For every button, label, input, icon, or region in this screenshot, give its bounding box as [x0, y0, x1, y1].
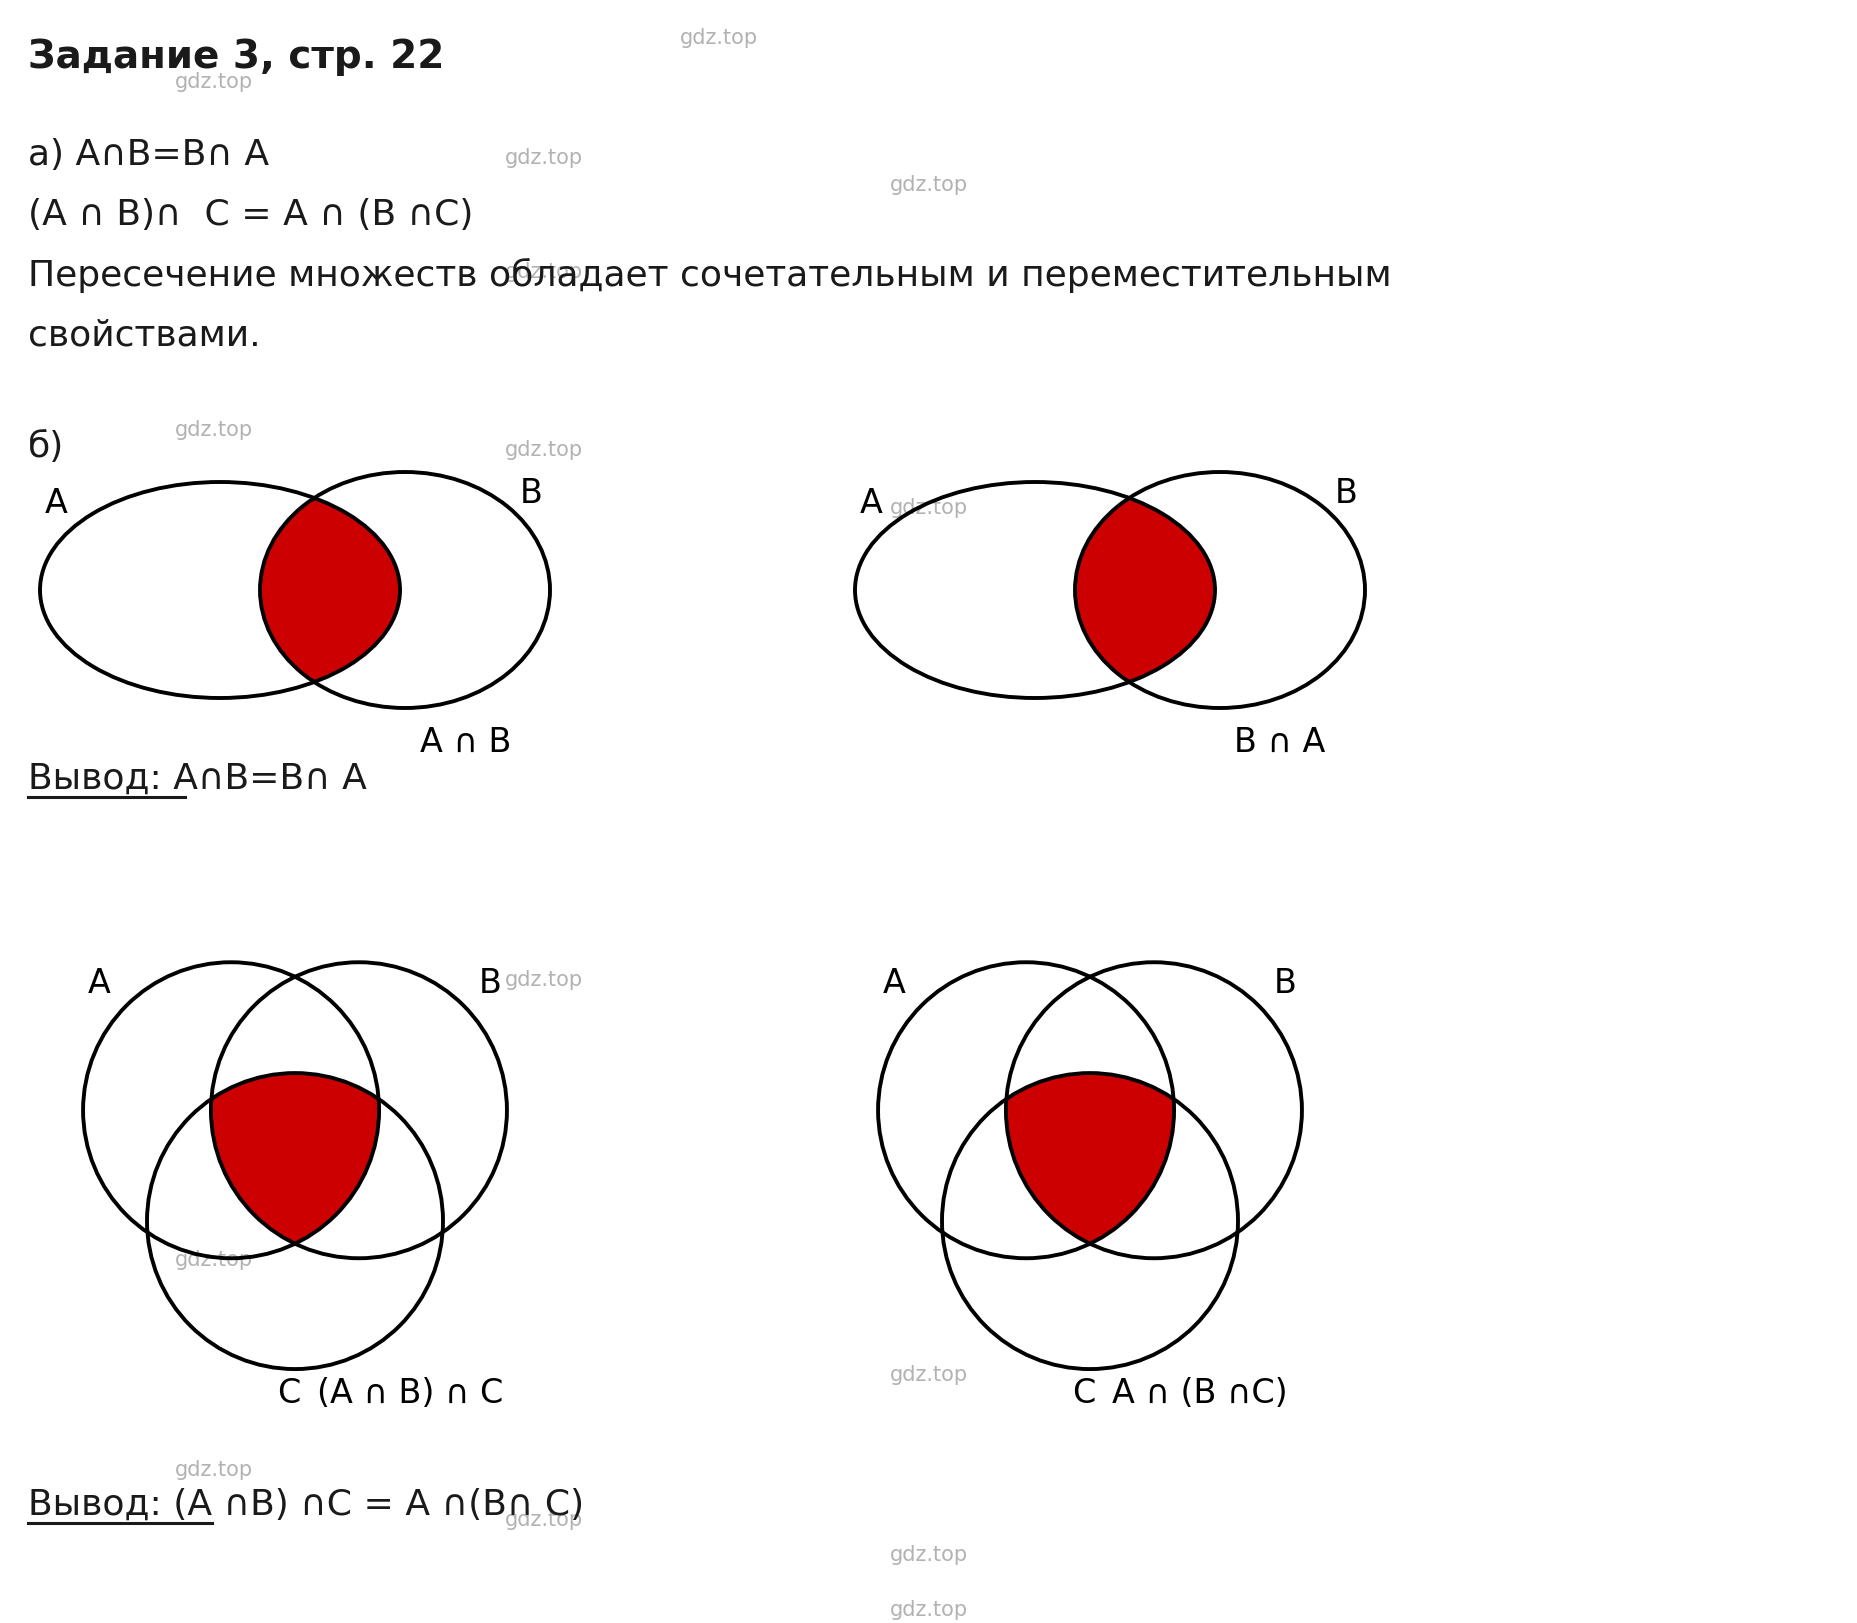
Text: (A ∩ B)∩  C = A ∩ (B ∩C): (A ∩ B)∩ C = A ∩ (B ∩C)	[28, 198, 474, 232]
Text: gdz.top: gdz.top	[505, 440, 583, 459]
Circle shape	[878, 962, 1174, 1258]
Text: A: A	[860, 487, 882, 519]
Polygon shape	[1075, 498, 1214, 682]
Ellipse shape	[1075, 472, 1365, 708]
Text: gdz.top: gdz.top	[890, 498, 967, 518]
Ellipse shape	[854, 482, 1214, 698]
Text: gdz.top: gdz.top	[505, 148, 583, 169]
Text: B: B	[1274, 967, 1296, 1000]
Circle shape	[84, 962, 379, 1258]
Text: свойствами.: свойствами.	[28, 318, 260, 352]
Text: gdz.top: gdz.top	[505, 261, 583, 282]
Text: gdz.top: gdz.top	[175, 71, 253, 93]
Text: gdz.top: gdz.top	[890, 175, 967, 195]
Text: gdz.top: gdz.top	[890, 1365, 967, 1384]
Text: A ∩ (B ∩C): A ∩ (B ∩C)	[1112, 1376, 1287, 1410]
Text: Вывод: A∩B=B∩ A: Вывод: A∩B=B∩ A	[28, 763, 368, 795]
Text: gdz.top: gdz.top	[505, 1509, 583, 1530]
Text: B: B	[1335, 477, 1357, 510]
Text: A: A	[884, 967, 906, 1000]
Text: (A ∩ B) ∩ C: (A ∩ B) ∩ C	[318, 1376, 503, 1410]
Text: Задание 3, стр. 22: Задание 3, стр. 22	[28, 37, 444, 76]
Ellipse shape	[260, 472, 550, 708]
Text: gdz.top: gdz.top	[175, 1250, 253, 1271]
Circle shape	[1006, 962, 1302, 1258]
Circle shape	[147, 1073, 444, 1370]
Circle shape	[212, 962, 507, 1258]
Polygon shape	[260, 498, 399, 682]
Text: A: A	[87, 967, 111, 1000]
Text: Вывод: (A ∩B) ∩C = A ∩(B∩ C): Вывод: (A ∩B) ∩C = A ∩(B∩ C)	[28, 1488, 585, 1522]
Text: A: A	[45, 487, 69, 519]
Text: gdz.top: gdz.top	[175, 1461, 253, 1480]
Text: gdz.top: gdz.top	[890, 1545, 967, 1565]
Text: б): б)	[28, 430, 65, 464]
Text: B ∩ A: B ∩ A	[1235, 725, 1326, 760]
Ellipse shape	[41, 482, 399, 698]
Text: gdz.top: gdz.top	[890, 1600, 967, 1620]
Circle shape	[941, 1073, 1239, 1370]
Text: C: C	[277, 1376, 301, 1410]
Text: B: B	[479, 967, 501, 1000]
Text: A ∩ B: A ∩ B	[420, 725, 511, 760]
Polygon shape	[212, 1073, 379, 1243]
Text: C: C	[1071, 1376, 1096, 1410]
Text: gdz.top: gdz.top	[680, 28, 758, 49]
Text: gdz.top: gdz.top	[505, 971, 583, 990]
Polygon shape	[1006, 1073, 1174, 1243]
Text: а) A∩B=B∩ A: а) A∩B=B∩ A	[28, 138, 269, 172]
Text: Пересечение множеств обладает сочетательным и переместительным: Пересечение множеств обладает сочетатель…	[28, 258, 1391, 294]
Text: gdz.top: gdz.top	[175, 420, 253, 440]
Text: B: B	[520, 477, 542, 510]
